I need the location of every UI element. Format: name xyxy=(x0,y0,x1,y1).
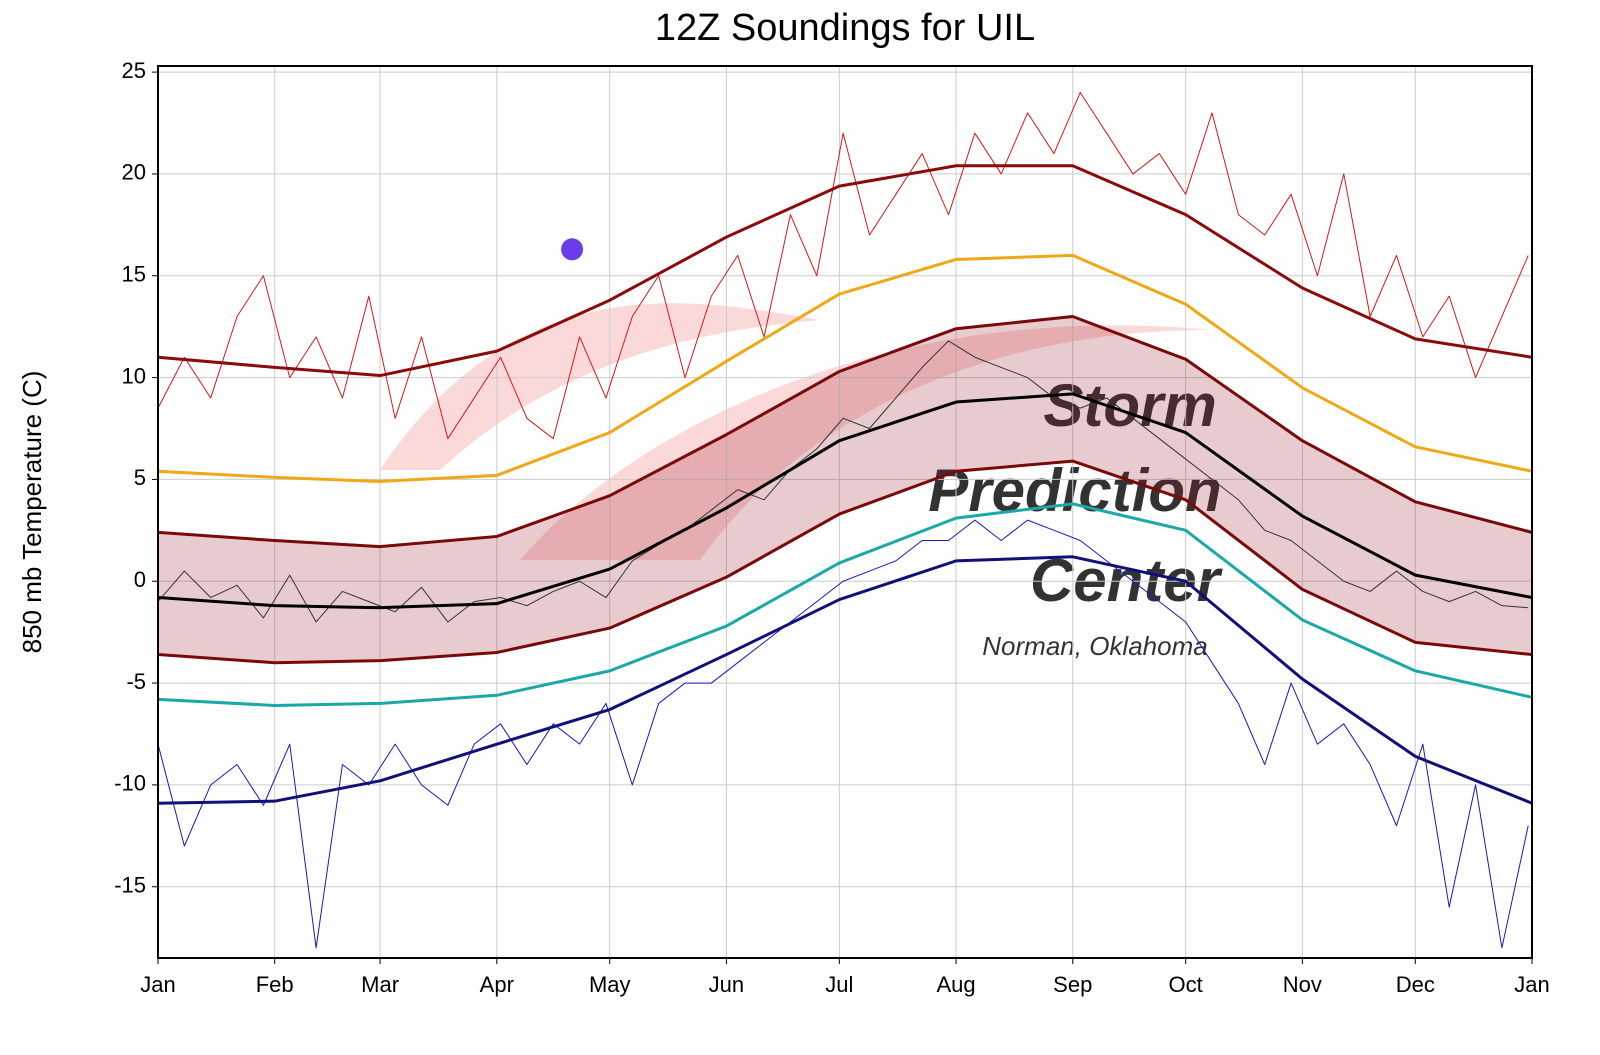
plot-frame xyxy=(157,65,1533,959)
series-line xyxy=(157,555,1533,805)
y-tick-label: 15 xyxy=(122,262,146,287)
x-tick-label: May xyxy=(589,972,631,997)
x-tick-label: Jul xyxy=(825,972,853,997)
x-tick-label: Jun xyxy=(709,972,744,997)
y-axis-label: 850 mb Temperature (C) xyxy=(17,371,47,654)
y-tick-label: 20 xyxy=(122,160,146,185)
y-tick-label: -10 xyxy=(114,771,146,796)
x-tick-label: Dec xyxy=(1396,972,1435,997)
x-tick-label: Sep xyxy=(1053,972,1092,997)
watermark: StormPredictionCenterNorman, Oklahoma xyxy=(380,303,1224,661)
watermark-swoosh xyxy=(380,303,820,470)
x-tick-label: Aug xyxy=(936,972,975,997)
y-tick-label: -5 xyxy=(126,669,146,694)
x-tick-label: Feb xyxy=(256,972,294,997)
series-line xyxy=(157,459,1533,665)
y-tick-label: 25 xyxy=(122,58,146,83)
band-area xyxy=(158,316,1532,663)
x-tick-label: Nov xyxy=(1283,972,1322,997)
x-tick-label: Jan xyxy=(1514,972,1549,997)
watermark-text: Norman, Oklahoma xyxy=(982,631,1207,661)
watermark-swoosh xyxy=(520,325,1210,560)
y-tick-label: 10 xyxy=(122,363,146,388)
x-tick-label: Apr xyxy=(480,972,514,997)
series-line xyxy=(157,164,1533,378)
series-line xyxy=(157,392,1533,610)
y-tick-label: 0 xyxy=(134,567,146,592)
series-line xyxy=(157,253,1533,483)
series-line xyxy=(157,314,1533,549)
series-line xyxy=(157,502,1533,707)
x-tick-label: Jan xyxy=(140,972,175,997)
x-tick-label: Mar xyxy=(361,972,399,997)
data-point xyxy=(561,238,584,261)
series-line xyxy=(157,519,1529,949)
y-tick-label: -15 xyxy=(114,873,146,898)
y-tick-label: 5 xyxy=(134,465,146,490)
x-tick-label: Oct xyxy=(1169,972,1203,997)
series-line xyxy=(157,91,1529,440)
chart-title: 12Z Soundings for UIL xyxy=(655,7,1035,49)
